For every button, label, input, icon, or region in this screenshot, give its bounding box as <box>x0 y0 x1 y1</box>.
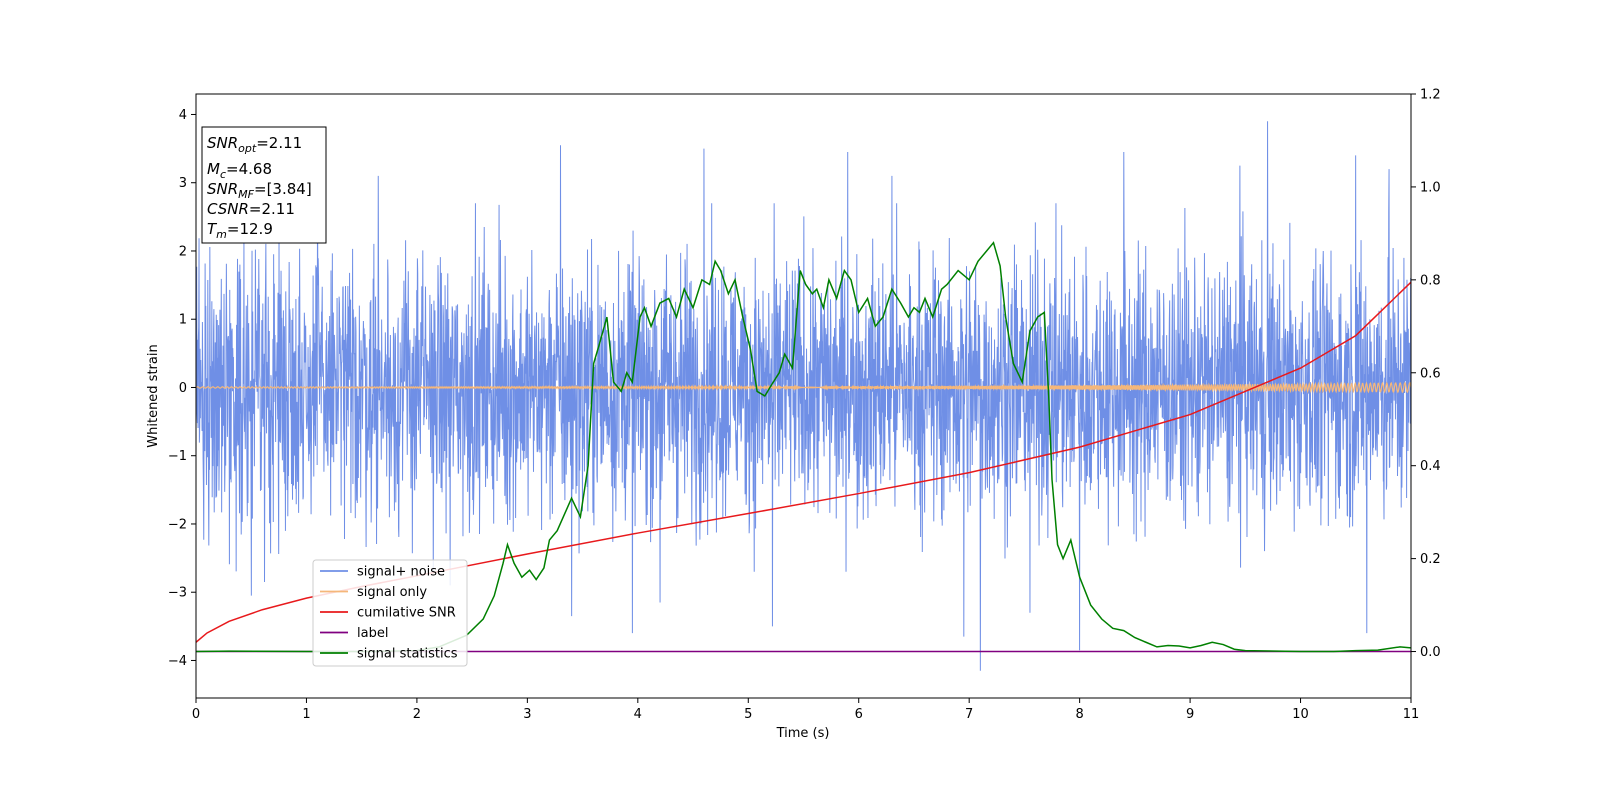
x-tick-label: 2 <box>413 707 421 722</box>
series-line-signal-only <box>196 381 1411 394</box>
y-axis-left: −4 −3 −2 −1 0 1 2 3 4 <box>168 108 196 669</box>
x-tick-label: 4 <box>634 707 642 722</box>
info-csnr: CSNR=2.11 <box>207 200 295 218</box>
x-tick-label: 6 <box>855 707 863 722</box>
series-line-signal-statistics <box>196 241 1411 653</box>
legend-entry-signal-plus-noise: signal+ noise <box>320 565 445 580</box>
y2-tick-label: 1.0 <box>1420 180 1441 195</box>
x-axis-label: Time (s) <box>776 726 830 741</box>
x-tick-label: 3 <box>523 707 531 722</box>
x-tick-label: 7 <box>965 707 973 722</box>
x-tick-label: 1 <box>302 707 310 722</box>
y-tick-label: −3 <box>168 586 187 601</box>
legend-label: label <box>357 626 388 641</box>
legend-entry-cumilative-snr: cumilative SNR <box>320 606 456 621</box>
info-tm: Tm=12.9 <box>207 220 273 241</box>
x-tick-label: 10 <box>1292 707 1309 722</box>
plot-frame <box>195 93 1412 699</box>
x-tick-label: 0 <box>192 707 200 722</box>
y-tick-label: −1 <box>168 449 187 464</box>
legend-label: signal only <box>357 585 427 600</box>
legend-label: signal statistics <box>357 647 458 662</box>
x-tick-label: 11 <box>1403 707 1420 722</box>
legend-label: cumilative SNR <box>357 606 456 621</box>
x-tick-label: 8 <box>1075 707 1083 722</box>
y-tick-label: 4 <box>179 108 187 123</box>
y2-tick-label: 0.4 <box>1420 459 1441 474</box>
legend-entry-signal-statistics: signal statistics <box>320 647 458 662</box>
y2-tick-label: 0.2 <box>1420 552 1441 567</box>
info-snr-opt: SNRopt=2.11 <box>207 134 302 155</box>
y-tick-label: −2 <box>168 517 187 532</box>
y2-tick-label: 0.6 <box>1420 366 1441 381</box>
legend-label: signal+ noise <box>357 565 445 580</box>
legend-frame <box>312 559 468 667</box>
y2-tick-label: 0.0 <box>1420 645 1441 660</box>
y2-tick-label: 1.2 <box>1420 88 1441 103</box>
info-box-frame <box>201 126 327 244</box>
info-mc: Mc=4.68 <box>207 160 272 181</box>
y-tick-label: 0 <box>179 381 187 396</box>
series-line-cumilative-snr <box>196 281 1411 643</box>
y-axis-label: Whitened strain <box>146 344 161 447</box>
x-tick-label: 5 <box>744 707 752 722</box>
info-snr-mf: SNRMF=[3.84] <box>207 180 312 201</box>
legend-entry-label: label <box>320 626 388 641</box>
y-tick-label: 3 <box>179 176 187 191</box>
x-axis: 0 1 2 3 4 5 6 7 8 9 10 11 <box>192 698 1419 722</box>
y-tick-label: −4 <box>168 654 187 669</box>
y2-tick-label: 0.8 <box>1420 273 1441 288</box>
y-tick-label: 2 <box>179 244 187 259</box>
series-line-signal-plus-noise <box>196 121 1411 671</box>
x-tick-label: 9 <box>1186 707 1194 722</box>
legend: signal+ noise signal only cumilative SNR la… <box>312 559 468 667</box>
y-axis-right: 0.0 0.2 0.4 0.6 0.8 1.0 1.2 <box>1411 88 1441 660</box>
info-box: SNRopt=2.11 Mc=4.68 SNRMF=[3.84] CSNR=2.… <box>201 126 327 244</box>
y-tick-label: 1 <box>179 313 187 328</box>
legend-entry-signal-only: signal only <box>320 585 427 600</box>
